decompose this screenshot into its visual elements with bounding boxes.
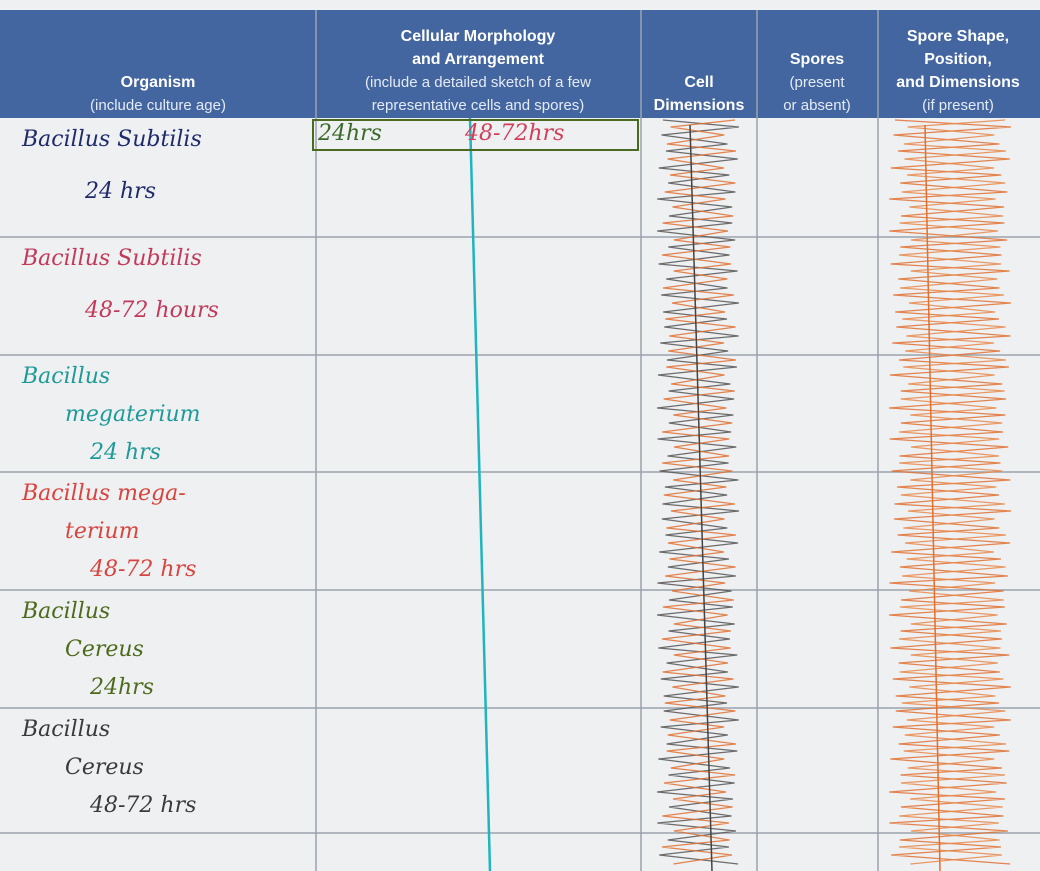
scribble	[661, 119, 737, 865]
column-subtitle: (include a detailed sketch of a few	[365, 74, 591, 91]
handwritten-label: 48-72 hours	[84, 298, 219, 323]
scribble	[924, 124, 941, 871]
subheader: 48-72hrs	[464, 121, 564, 146]
subheader: 24hrs	[317, 121, 382, 146]
handwritten-label: Cereus	[65, 637, 144, 662]
column-title: Position,	[924, 51, 992, 68]
header-band	[0, 10, 1040, 118]
column-title: Cellular Morphology	[401, 28, 556, 45]
handwritten-label: terium	[65, 519, 139, 544]
column-title: Cell	[684, 74, 713, 91]
handwritten-label: megaterium	[65, 402, 201, 427]
column-subtitle: or absent)	[783, 97, 851, 114]
column-subtitle: representative cells and spores)	[372, 97, 585, 114]
handwritten-label: Bacillus Subtilis	[21, 246, 202, 271]
subheader-box	[312, 119, 639, 151]
column-subtitle: (if present)	[922, 97, 994, 114]
handwritten-label: 48-72 hrs	[89, 557, 196, 582]
handwritten-label: Bacillus mega-	[21, 481, 186, 506]
column-subtitle: (present	[789, 74, 845, 91]
column-title: Spore Shape,	[907, 28, 1009, 45]
handwritten-label: Bacillus	[21, 599, 110, 624]
handwritten-label: 24hrs	[89, 675, 154, 700]
column-title: Dimensions	[654, 97, 745, 114]
scribble	[689, 124, 713, 871]
handwritten-label: 24 hrs	[84, 179, 156, 204]
handwritten-label: 24 hrs	[89, 440, 161, 465]
handwritten-label: Cereus	[65, 755, 144, 780]
column-title: Spores	[790, 51, 844, 68]
column-title: and Arrangement	[412, 51, 545, 68]
handwritten-label: Bacillus Subtilis	[21, 127, 202, 152]
handwritten-label: 48-72 hrs	[89, 793, 196, 818]
column-title: Organism	[121, 74, 196, 91]
column-title: and Dimensions	[896, 74, 1020, 91]
scribbles	[656, 119, 1012, 871]
handwritten-label: Bacillus	[21, 717, 110, 742]
table-grid	[0, 10, 1040, 871]
divider-line	[468, 117, 492, 871]
scribble	[898, 119, 1007, 865]
column-subtitle: (include culture age)	[90, 97, 226, 114]
handwritten-label: Bacillus	[21, 364, 110, 389]
